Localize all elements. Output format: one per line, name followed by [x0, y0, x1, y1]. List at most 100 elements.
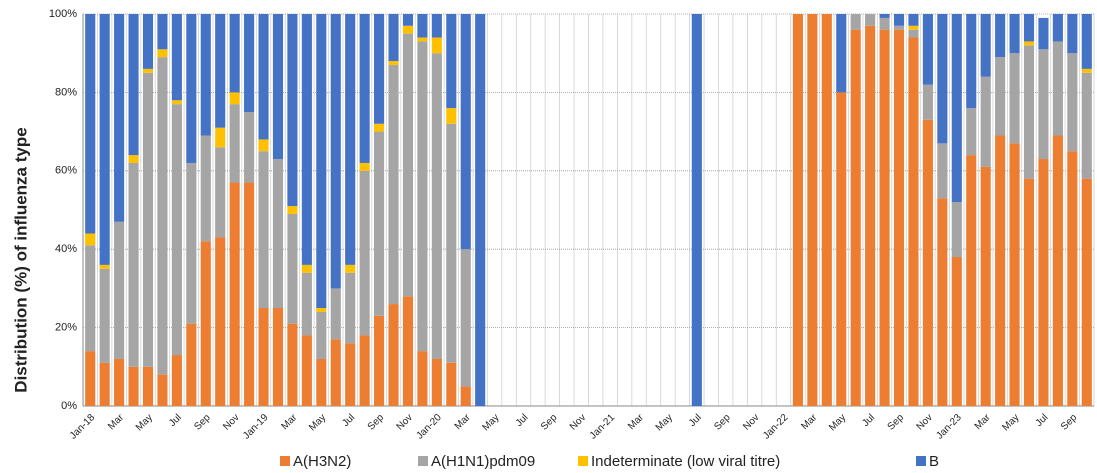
- bar-segment: [402, 14, 414, 26]
- bar-segment: [995, 135, 1006, 406]
- bar-segment: [114, 221, 125, 359]
- bar-segment: [244, 112, 255, 183]
- x-tick-label: Jan-20: [414, 412, 444, 442]
- bar-segment: [1009, 143, 1020, 407]
- bar-segment: [142, 14, 154, 69]
- bar-segment: [1067, 151, 1078, 406]
- bar-segment: [229, 104, 240, 183]
- bar-segment: [908, 29, 919, 38]
- bar-segment: [215, 237, 226, 406]
- bar-segment: [142, 366, 154, 406]
- x-tick-label: Nov: [915, 412, 935, 432]
- bar-segment: [128, 14, 139, 156]
- bar-segment: [388, 14, 399, 62]
- bar-segment: [446, 108, 457, 124]
- legend-swatch: [280, 456, 290, 466]
- bar-segment: [922, 84, 933, 120]
- bar-segment: [258, 308, 269, 406]
- bar-segment: [301, 14, 312, 265]
- bar-segment: [1009, 14, 1020, 54]
- bar-segment: [157, 57, 168, 375]
- bar-segment: [1038, 49, 1049, 160]
- bar-segment: [460, 14, 471, 250]
- bar-segment: [865, 25, 876, 406]
- bar-segment: [1081, 178, 1092, 406]
- bar-segment: [388, 304, 399, 406]
- bar-segment: [99, 14, 110, 265]
- x-tick-label: Jul: [340, 412, 357, 429]
- x-tick-label: Nov: [741, 412, 761, 432]
- bar-segment: [821, 14, 832, 406]
- y-tick-label: 60%: [55, 165, 77, 177]
- x-tick-label: Jan-19: [241, 412, 271, 442]
- bar-segment: [431, 358, 442, 406]
- legend-swatch: [418, 456, 428, 466]
- x-tick-label: Sep: [1059, 412, 1080, 433]
- bar-segment: [215, 14, 226, 128]
- bar-segment: [128, 162, 139, 367]
- bar-segment: [850, 14, 861, 30]
- bar-segment: [980, 166, 991, 406]
- bar-segment: [301, 335, 312, 406]
- bar-segment: [114, 14, 125, 222]
- bar-segment: [446, 14, 457, 109]
- bar-segment: [402, 296, 414, 406]
- bar-segment: [417, 37, 428, 42]
- bar-segment: [951, 257, 962, 406]
- bar-segment: [272, 14, 284, 160]
- x-tick-label: Mar: [453, 412, 473, 432]
- bar-segment: [1052, 135, 1063, 406]
- legend-swatch: [578, 456, 588, 466]
- x-tick-label: Mar: [799, 412, 819, 432]
- bar-segment: [980, 14, 991, 77]
- bar-segment: [374, 14, 385, 124]
- bar-segment: [114, 358, 125, 406]
- x-tick-label: Mar: [279, 412, 299, 432]
- bar-segment: [272, 159, 284, 308]
- bar-segment: [966, 108, 977, 156]
- bar-segment: [244, 182, 255, 406]
- bar-segment: [99, 268, 110, 363]
- bar-segment: [330, 339, 341, 406]
- bar-segment: [850, 29, 861, 407]
- bar-segment: [171, 100, 182, 105]
- x-tick-label: Jul: [860, 412, 877, 429]
- bar-segment: [951, 14, 962, 203]
- bar-segment: [908, 14, 919, 26]
- bar-segment: [186, 162, 197, 324]
- bar-segment: [316, 308, 327, 312]
- y-axis-label: Distribution (%) of influenza type: [11, 127, 30, 392]
- bar-segment: [200, 14, 211, 136]
- bar-segment: [85, 245, 96, 352]
- y-tick-label: 0%: [61, 400, 77, 412]
- bar-segment: [374, 315, 385, 406]
- bar-segment: [446, 362, 457, 406]
- bar-segment: [345, 272, 356, 344]
- x-tick-label: May: [307, 412, 328, 433]
- bar-segment: [865, 14, 876, 26]
- bar-segment: [359, 162, 370, 171]
- bar-segment: [229, 92, 240, 105]
- bar-segment: [229, 182, 240, 406]
- legend-label: B: [929, 453, 939, 470]
- legend-label: A(H3N2): [293, 453, 351, 470]
- bar-segment: [200, 241, 211, 406]
- bar-segment: [1081, 72, 1092, 179]
- bar-segment: [446, 123, 457, 363]
- bar-segment: [402, 33, 414, 297]
- x-tick-label: Sep: [712, 412, 733, 433]
- y-tick-label: 80%: [55, 86, 77, 98]
- bar-segment: [157, 14, 168, 50]
- bar-segment: [388, 64, 399, 305]
- x-tick-label: Jan-23: [934, 412, 964, 442]
- bar-segment: [417, 41, 428, 352]
- bar-segment: [142, 68, 154, 73]
- x-tick-label: Sep: [886, 412, 907, 433]
- bar-segment: [879, 17, 890, 30]
- x-tick-label: Sep: [539, 412, 560, 433]
- bar-segment: [966, 155, 977, 406]
- x-tick-label: Jul: [167, 412, 184, 429]
- bar-segment: [244, 14, 255, 112]
- bar-segment: [359, 14, 370, 163]
- bar-segment: [1081, 14, 1092, 69]
